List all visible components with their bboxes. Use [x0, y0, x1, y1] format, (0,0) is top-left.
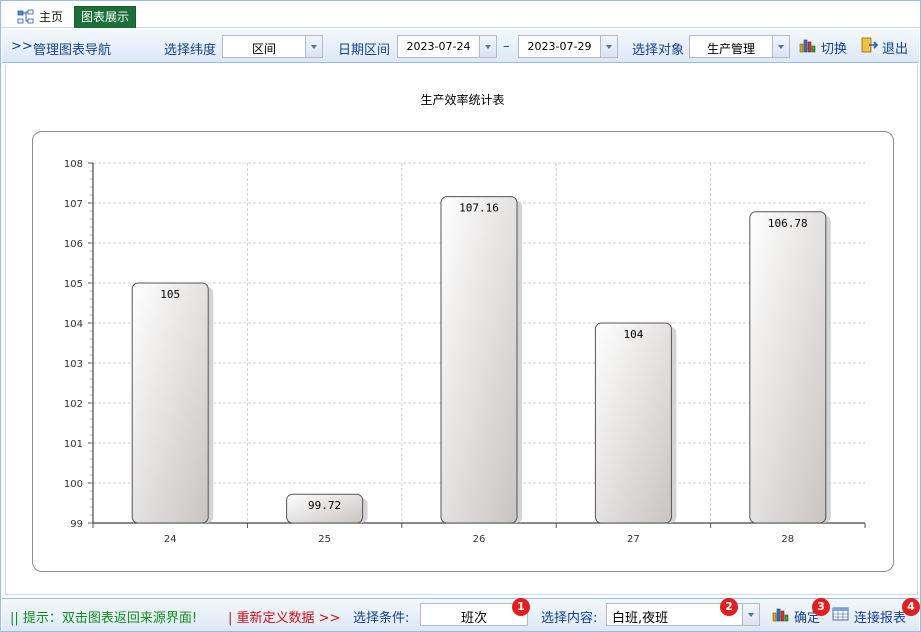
condition-label: 选择条件:	[353, 611, 410, 626]
y-tick-label: 107	[64, 199, 83, 210]
bar-value-label: 105	[160, 288, 180, 301]
confirm-label: 确定	[794, 610, 821, 626]
bar-chart[interactable]: 99 100 101 102 103 104 105 106 107 108 105 24 99.72 2…	[33, 132, 895, 573]
condition-value: 班次	[460, 611, 487, 626]
bar	[749, 211, 827, 524]
confirm-button[interactable]: 确定	[772, 606, 820, 626]
exit-label: 退出	[882, 41, 909, 57]
content-value: 白班,夜班	[612, 611, 669, 626]
sitemap-icon	[17, 9, 35, 25]
redefine-data-link[interactable]: | 重新定义数据 >>	[228, 611, 341, 626]
bar	[594, 322, 672, 524]
bar	[286, 493, 364, 524]
toolbar: >> 管理图表导航 选择纬度 区间 日期区间 2023-07-24 – 2023…	[2, 29, 919, 63]
step-badge-3: 3	[812, 598, 830, 616]
nav-title[interactable]: 管理图表导航	[33, 43, 112, 58]
x-tick-label: 24	[164, 534, 177, 545]
exit-icon	[860, 37, 879, 57]
dimension-label: 选择纬度	[164, 43, 217, 58]
chevron-down-icon[interactable]	[600, 36, 617, 57]
y-tick-label: 102	[64, 399, 83, 410]
x-tick-label: 26	[473, 534, 486, 545]
date-end-field[interactable]: 2023-07-29	[518, 35, 618, 58]
y-tick-label: 100	[64, 479, 83, 490]
dimension-value: 区间	[251, 42, 276, 56]
switch-label: 切换	[821, 41, 848, 57]
bar-value-label: 106.78	[768, 217, 808, 230]
tab-chart-display[interactable]: 图表展示	[74, 6, 137, 28]
y-tick-label: 101	[64, 439, 83, 450]
bar-value-label: 99.72	[308, 499, 341, 512]
bottom-bar: || 提示：双击图表返回来源界面! | 重新定义数据 >> 选择条件: 班次 1…	[2, 598, 920, 631]
bar-chart-icon	[772, 606, 790, 626]
target-label: 选择对象	[632, 43, 685, 58]
tab-strip: 主页 图表展示	[1, 1, 920, 28]
x-tick-label: 27	[627, 534, 640, 545]
condition-field[interactable]: 班次	[420, 603, 528, 626]
chevron-down-icon[interactable]	[742, 604, 759, 625]
y-tick-label: 104	[64, 319, 83, 330]
date-start-value: 2023-07-24	[406, 40, 471, 53]
nav-prefix: >>	[11, 39, 33, 54]
step-badge-4: 4	[902, 598, 920, 616]
dimension-select[interactable]: 区间	[222, 35, 323, 58]
bar-value-label: 104	[623, 328, 643, 341]
y-tick-label: 103	[64, 359, 83, 370]
y-tick-label: 99	[70, 519, 83, 530]
step-badge-2: 2	[720, 598, 738, 616]
chevron-down-icon[interactable]	[305, 36, 322, 57]
date-range-label: 日期区间	[338, 43, 391, 58]
connect-report-label: 连接报表	[854, 610, 907, 626]
target-select[interactable]: 生产管理	[689, 35, 790, 58]
bar-value-label: 107.16	[459, 202, 499, 215]
chart-title: 生产效率统计表	[420, 93, 505, 107]
bar	[131, 282, 209, 524]
bar-chart-icon	[799, 37, 817, 57]
x-tick-label: 28	[781, 534, 794, 545]
y-tick-label: 106	[64, 239, 83, 250]
chevron-down-icon[interactable]	[772, 36, 789, 57]
hint-text: || 提示：双击图表返回来源界面!	[10, 611, 198, 626]
date-separator: –	[503, 39, 510, 54]
chart-panel[interactable]: 生产效率统计表 99 100 101 102 103 104 105 106 107 108 105…	[5, 65, 918, 595]
bar	[440, 196, 518, 524]
date-end-value: 2023-07-29	[527, 40, 592, 53]
tab-home[interactable]: 主页	[11, 6, 69, 27]
switch-button[interactable]: 切换	[799, 37, 847, 57]
chart-frame[interactable]: 99 100 101 102 103 104 105 106 107 108 105 24 99.72 2…	[32, 131, 894, 572]
table-icon	[832, 606, 850, 626]
date-start-field[interactable]: 2023-07-24	[397, 35, 497, 58]
step-badge-1: 1	[512, 598, 530, 616]
chevron-down-icon[interactable]	[479, 36, 496, 57]
target-value: 生产管理	[706, 42, 755, 56]
tab-home-label: 主页	[39, 9, 64, 24]
connect-report-button[interactable]: 连接报表	[832, 606, 906, 626]
content-label: 选择内容:	[541, 611, 598, 626]
exit-button[interactable]: 退出	[860, 37, 908, 57]
x-tick-label: 25	[318, 534, 331, 545]
y-tick-label: 105	[64, 279, 83, 290]
y-tick-label: 108	[64, 159, 83, 170]
